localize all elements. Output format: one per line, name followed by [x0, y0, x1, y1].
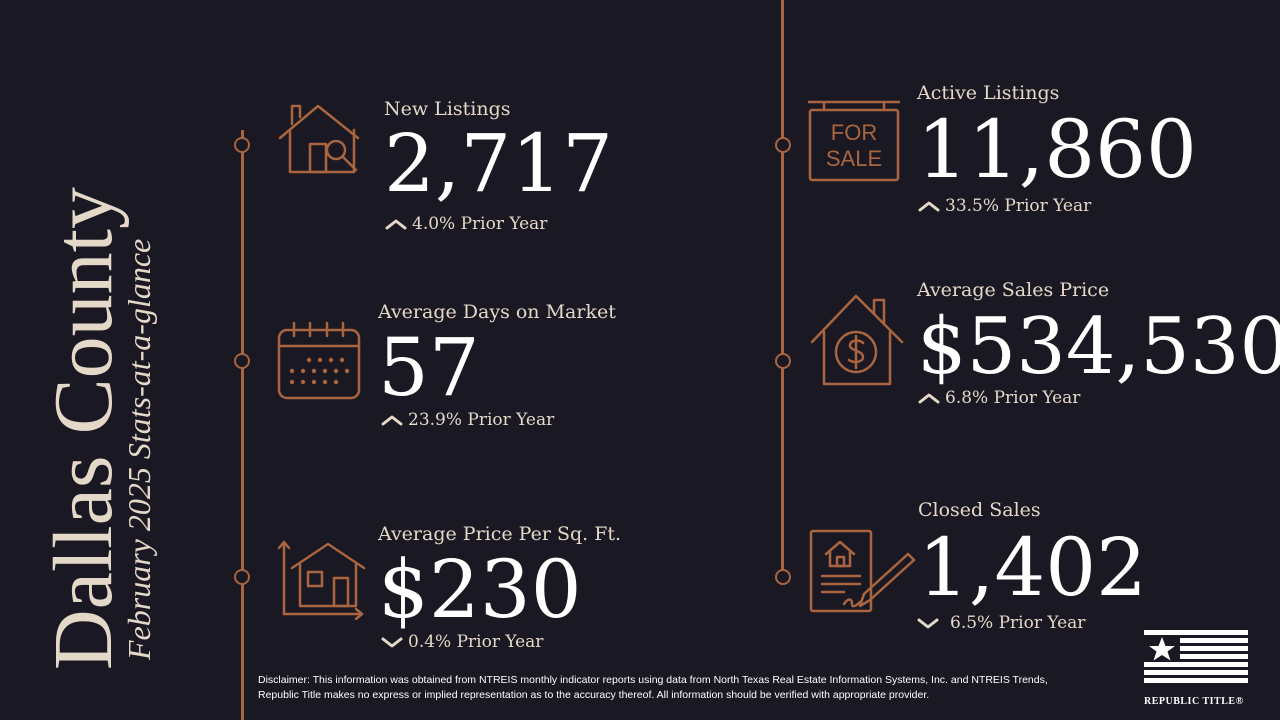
stat-label: Average Price Per Sq. Ft.	[378, 523, 622, 545]
disclaimer: Disclaimer: This information was obtaine…	[258, 674, 1048, 701]
chevron-down-icon	[917, 618, 939, 629]
stat-change: 6.5% Prior Year	[916, 613, 1085, 633]
stat-change-text: 33.5% Prior Year	[945, 196, 1092, 216]
page-title: Dallas County	[37, 187, 130, 670]
stat-label: Average Days on Market	[378, 301, 616, 323]
stat-change-text: 0.4% Prior Year	[408, 632, 544, 652]
timeline-node	[775, 137, 791, 153]
timeline-node	[234, 137, 250, 153]
for-sale-text: FOR	[831, 120, 877, 145]
stat-change: 23.9% Prior Year	[380, 410, 554, 430]
chevron-up-icon	[381, 415, 403, 426]
republic-title-logo: REPUBLIC TITLE®	[1144, 630, 1254, 710]
flag-logo-icon	[1144, 630, 1248, 683]
chevron-up-icon	[918, 393, 940, 404]
stat-value: $534,530	[917, 302, 1280, 392]
timeline-node	[775, 569, 791, 585]
timeline-node	[234, 569, 250, 585]
stat-value: $230	[378, 543, 582, 636]
for-sale-sign-icon: FOR SALE	[808, 100, 900, 182]
stat-change-text: 23.9% Prior Year	[408, 410, 555, 430]
stat-value: 11,860	[917, 103, 1197, 196]
stat-value: 57	[378, 321, 480, 414]
house-dollar-icon	[810, 294, 904, 386]
chevron-up-icon	[385, 219, 407, 230]
stat-change: 33.5% Prior Year	[917, 196, 1091, 216]
house-dimensions-icon	[277, 540, 366, 620]
stat-label: Closed Sales	[918, 499, 1041, 521]
stat-change-text: 6.8% Prior Year	[945, 388, 1081, 408]
stat-change: 0.4% Prior Year	[380, 632, 543, 652]
stat-change: 4.0% Prior Year	[384, 214, 547, 234]
logo-text: REPUBLIC TITLE®	[1144, 696, 1244, 707]
stat-label: Active Listings	[917, 82, 1060, 104]
stat-change-text: 6.5% Prior Year	[950, 613, 1086, 633]
timeline-node	[234, 353, 250, 369]
house-search-icon	[278, 104, 360, 174]
stat-value: 2,717	[384, 117, 614, 210]
chevron-up-icon	[918, 201, 940, 212]
for-sale-text: SALE	[826, 146, 882, 171]
stat-value: 1,402	[918, 521, 1148, 614]
contract-signing-icon	[809, 529, 916, 613]
stat-label: Average Sales Price	[917, 279, 1110, 301]
stat-change-text: 4.0% Prior Year	[412, 214, 548, 234]
stat-change: 6.8% Prior Year	[917, 388, 1080, 408]
chevron-down-icon	[381, 637, 403, 648]
calendar-icon	[277, 321, 361, 400]
stat-label: New Listings	[384, 98, 511, 120]
timeline-node	[775, 353, 791, 369]
page-subtitle: February 2025 Stats-at-a-glance	[121, 238, 157, 660]
timeline-right	[781, 0, 784, 585]
timeline-left	[241, 130, 244, 720]
